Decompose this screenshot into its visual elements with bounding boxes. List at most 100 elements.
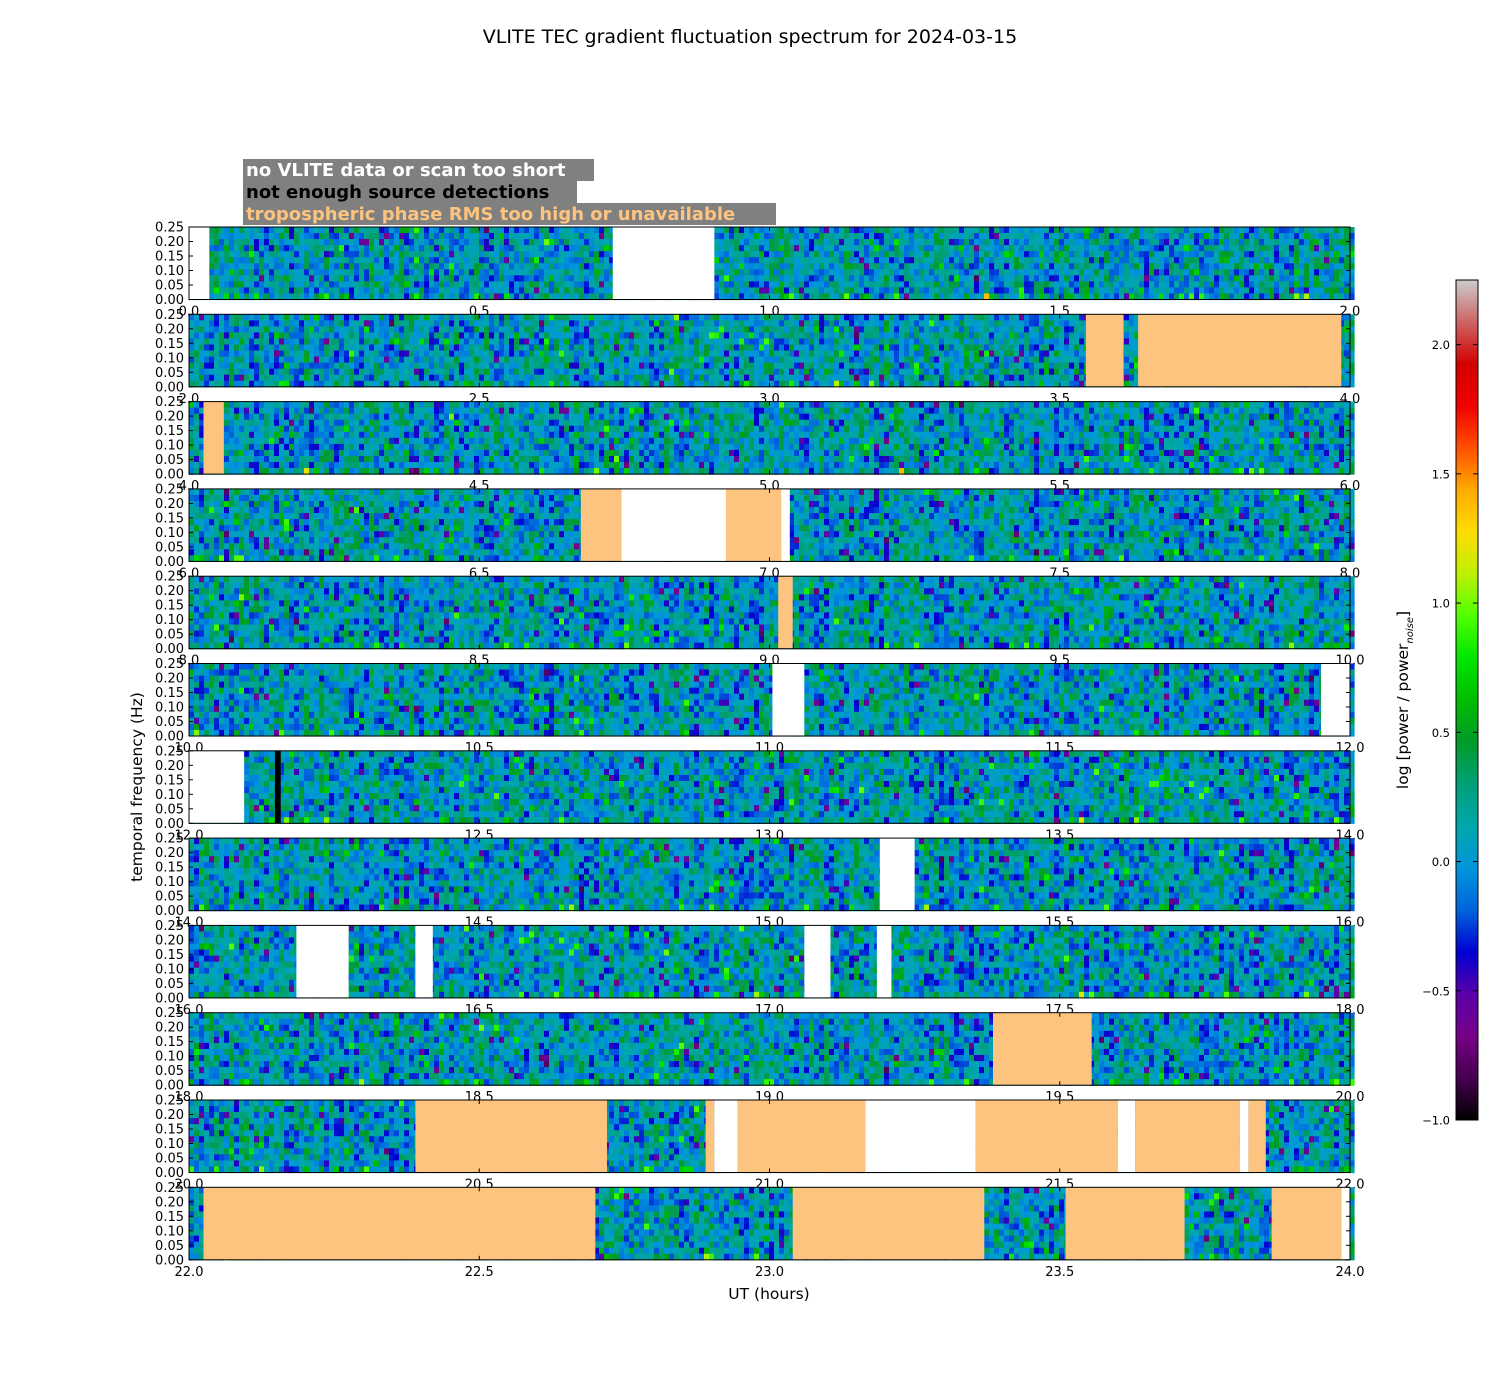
y-tick-label: 0.05 [155,366,184,381]
legend-entry: not enough source detections [246,182,549,203]
flag-trop [725,488,782,562]
y-tick-label: 0.00 [155,468,184,483]
heatmap-cells [189,750,1355,824]
flag-trop [975,1100,1118,1173]
y-tick-label: 0.05 [155,279,184,294]
flag-nodata [804,925,831,998]
colorbar-tick-label: −0.5 [1422,984,1450,998]
y-tick-label: 0.25 [155,570,184,585]
y-tick-label: 0.10 [155,788,184,803]
y-tick-label: 0.25 [155,308,184,323]
y-tick-label: 0.10 [155,439,184,454]
y-tick-label: 0.10 [155,351,184,366]
y-tick-label: 0.15 [155,1210,184,1225]
y-tick-label: 0.20 [155,672,184,687]
y-tick-label: 0.05 [155,1064,184,1079]
y-tick-label: 0.05 [155,1152,184,1167]
flag-nodata [772,663,805,736]
y-tick-label: 0.00 [155,730,184,745]
y-tick-label: 0.20 [155,235,184,250]
y-tick-label: 0.20 [155,322,184,337]
x-tick-label: 23.0 [755,1265,784,1280]
flag-trop [705,1100,715,1173]
y-tick-label: 0.20 [155,410,184,425]
y-tick-label: 0.10 [155,1137,184,1152]
y-tick-label: 0.00 [155,904,184,919]
flag-nodata [1117,1100,1136,1173]
colorbar-tick-label: 0.0 [1432,855,1450,869]
y-tick-label: 0.10 [155,962,184,977]
flag-nodata [189,227,210,300]
heatmap-cells [189,838,1355,912]
y-tick-label: 0.00 [155,1079,184,1094]
y-tick-label: 0.20 [155,1108,184,1123]
colorbar-tick-label: 2.0 [1432,338,1450,352]
y-tick-label: 0.15 [155,424,184,439]
y-tick-label: 0.10 [155,701,184,716]
flag-trop [1138,314,1342,387]
y-axis-label: temporal frequency (Hz) [128,692,146,882]
flag-trop [737,1100,866,1173]
legend-box [243,203,776,225]
y-tick-label: 0.25 [155,395,184,410]
spectrum-panel: 0.000.050.100.150.200.250.0 0.5 1.0 1.5 2.0 [155,221,1360,320]
flag-trop [1248,1100,1266,1173]
flag-nodata [1320,663,1350,736]
y-tick-label: 0.05 [155,628,184,643]
spectrum-panel: 0.000.050.100.150.200.254.0 4.5 5.0 5.5 6.0 [155,395,1360,494]
y-tick-label: 0.05 [155,540,184,555]
y-tick-label: 0.00 [155,1166,184,1181]
y-tick-label: 0.20 [155,846,184,861]
heatmap-panels: 0.000.050.100.150.200.250.0 0.5 1.0 1.5 2.00… [155,221,1364,1280]
flag-trop [1271,1187,1342,1260]
y-tick-label: 0.15 [155,948,184,963]
spectrum-panel: 0.000.050.100.150.200.258.0 8.5 9.0 9.5 10.0 [155,570,1364,669]
y-tick-label: 0.05 [155,1239,184,1254]
y-tick-label: 0.00 [155,555,184,570]
y-tick-label: 0.05 [155,890,184,905]
colorbar-tick-label: 1.0 [1432,597,1450,611]
heatmap-cells [189,401,1355,475]
heatmap-cells [189,925,1355,999]
y-tick-label: 0.00 [155,380,184,395]
y-tick-label: 0.15 [155,861,184,876]
legend-entry: no VLITE data or scan too short [246,160,566,181]
y-tick-label: 0.15 [155,250,184,265]
flag-trop [792,1187,985,1260]
colorbar-label: log [power / powernoise] [1394,611,1416,789]
legend-entry: tropospheric phase RMS too high or unava… [246,204,735,225]
y-tick-label: 0.10 [155,613,184,628]
y-tick-label: 0.10 [155,264,184,279]
flag-trop [580,488,622,562]
spectrum-panel: 0.000.050.100.150.200.252.0 2.5 3.0 3.5 4.0 [155,308,1360,407]
colorbar: −1.0 −0.5 0.0 0.5 1.0 1.5 2.0 [1422,279,1479,1128]
y-tick-label: 0.25 [155,221,184,236]
flag-nodetect [274,750,281,824]
legend-box [243,181,577,203]
heatmap-cells [189,663,1355,737]
flag-nodata [781,488,790,562]
y-tick-label: 0.05 [155,715,184,730]
y-tick-label: 0.20 [155,1021,184,1036]
legend-box [243,159,594,181]
y-tick-label: 0.00 [155,991,184,1006]
y-tick-label: 0.20 [155,933,184,948]
colorbar-label-main: log [power / power [1394,643,1412,789]
y-tick-label: 0.25 [155,1006,184,1021]
y-tick-label: 0.20 [155,1195,184,1210]
heatmap-cells [189,576,1355,650]
y-tick-label: 0.10 [155,526,184,541]
flag-nodata [865,1100,976,1173]
x-tick-label: 23.5 [1045,1265,1074,1280]
y-tick-label: 0.25 [155,1094,184,1109]
y-tick-label: 0.25 [155,1181,184,1196]
y-tick-label: 0.15 [155,1123,184,1138]
flag-trop [203,1187,596,1260]
y-tick-label: 0.25 [155,482,184,497]
flag-nodata [876,925,892,998]
y-tick-label: 0.05 [155,802,184,817]
